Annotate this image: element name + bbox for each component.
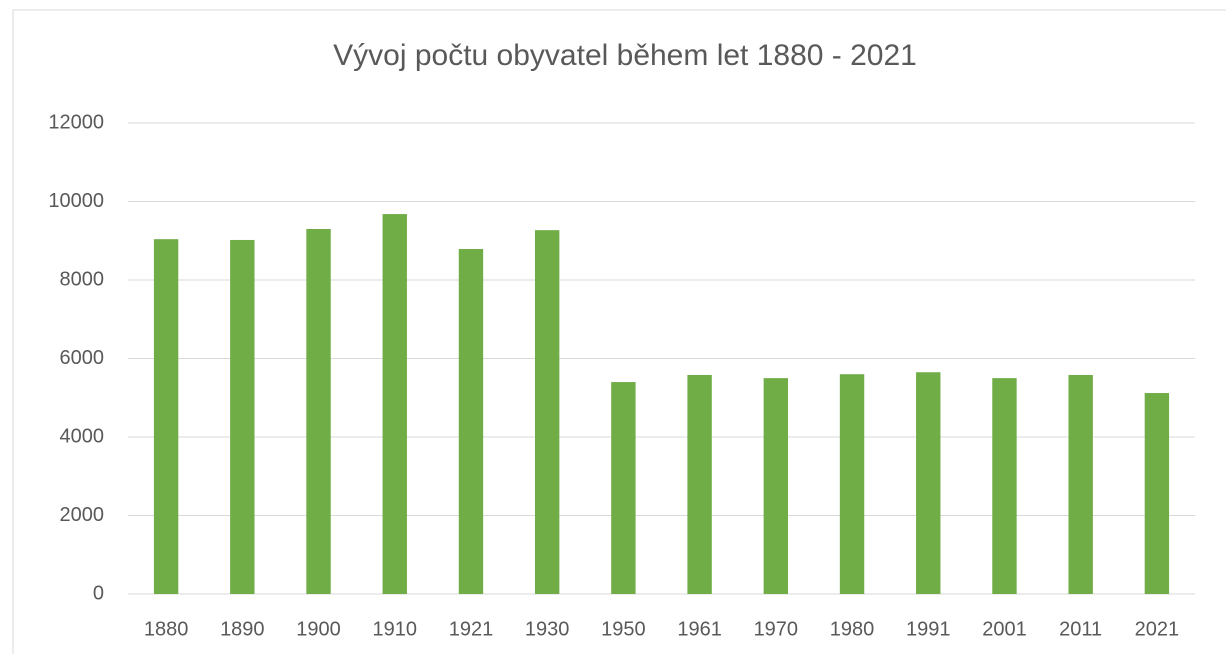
bar — [1144, 393, 1170, 594]
x-tick-label: 2021 — [1135, 618, 1180, 640]
bar — [382, 214, 407, 594]
x-tick-label: 1961 — [677, 618, 722, 640]
x-tick-label: 1930 — [525, 618, 570, 640]
x-tick-label: 1980 — [830, 618, 875, 640]
x-tick-label: 1970 — [754, 618, 799, 640]
chart-frame — [12, 9, 1226, 654]
y-tick-label: 8000 — [60, 268, 105, 290]
x-tick-label: 2011 — [1059, 618, 1102, 640]
bar — [992, 378, 1017, 594]
x-tick-label: 1880 — [144, 618, 189, 640]
y-tick-label: 2000 — [60, 504, 105, 526]
bar — [1068, 374, 1093, 594]
x-tick-label: 2001 — [982, 618, 1027, 640]
x-tick-label: 1921 — [449, 618, 494, 640]
chart-title: Vývoj počtu obyvatel během let 1880 - 20… — [333, 39, 917, 72]
bar — [534, 230, 560, 594]
x-tick-label: 1910 — [373, 618, 418, 640]
x-tick-label: 1890 — [220, 618, 265, 640]
bar — [153, 239, 179, 594]
bar — [230, 239, 255, 594]
y-tick-label: 0 — [93, 582, 104, 604]
y-tick-label: 4000 — [60, 425, 105, 447]
bar — [763, 378, 789, 594]
y-tick-label: 12000 — [48, 111, 104, 133]
bar — [306, 228, 331, 594]
y-tick-label: 10000 — [48, 190, 104, 212]
bar — [916, 372, 941, 594]
x-tick-label: 1991 — [906, 618, 951, 640]
bar — [611, 382, 636, 594]
bar — [839, 374, 865, 594]
bar — [687, 374, 712, 594]
y-tick-label: 6000 — [60, 347, 105, 369]
bar — [458, 248, 484, 594]
x-tick-label: 1900 — [296, 618, 341, 640]
x-tick-label: 1950 — [601, 618, 646, 640]
